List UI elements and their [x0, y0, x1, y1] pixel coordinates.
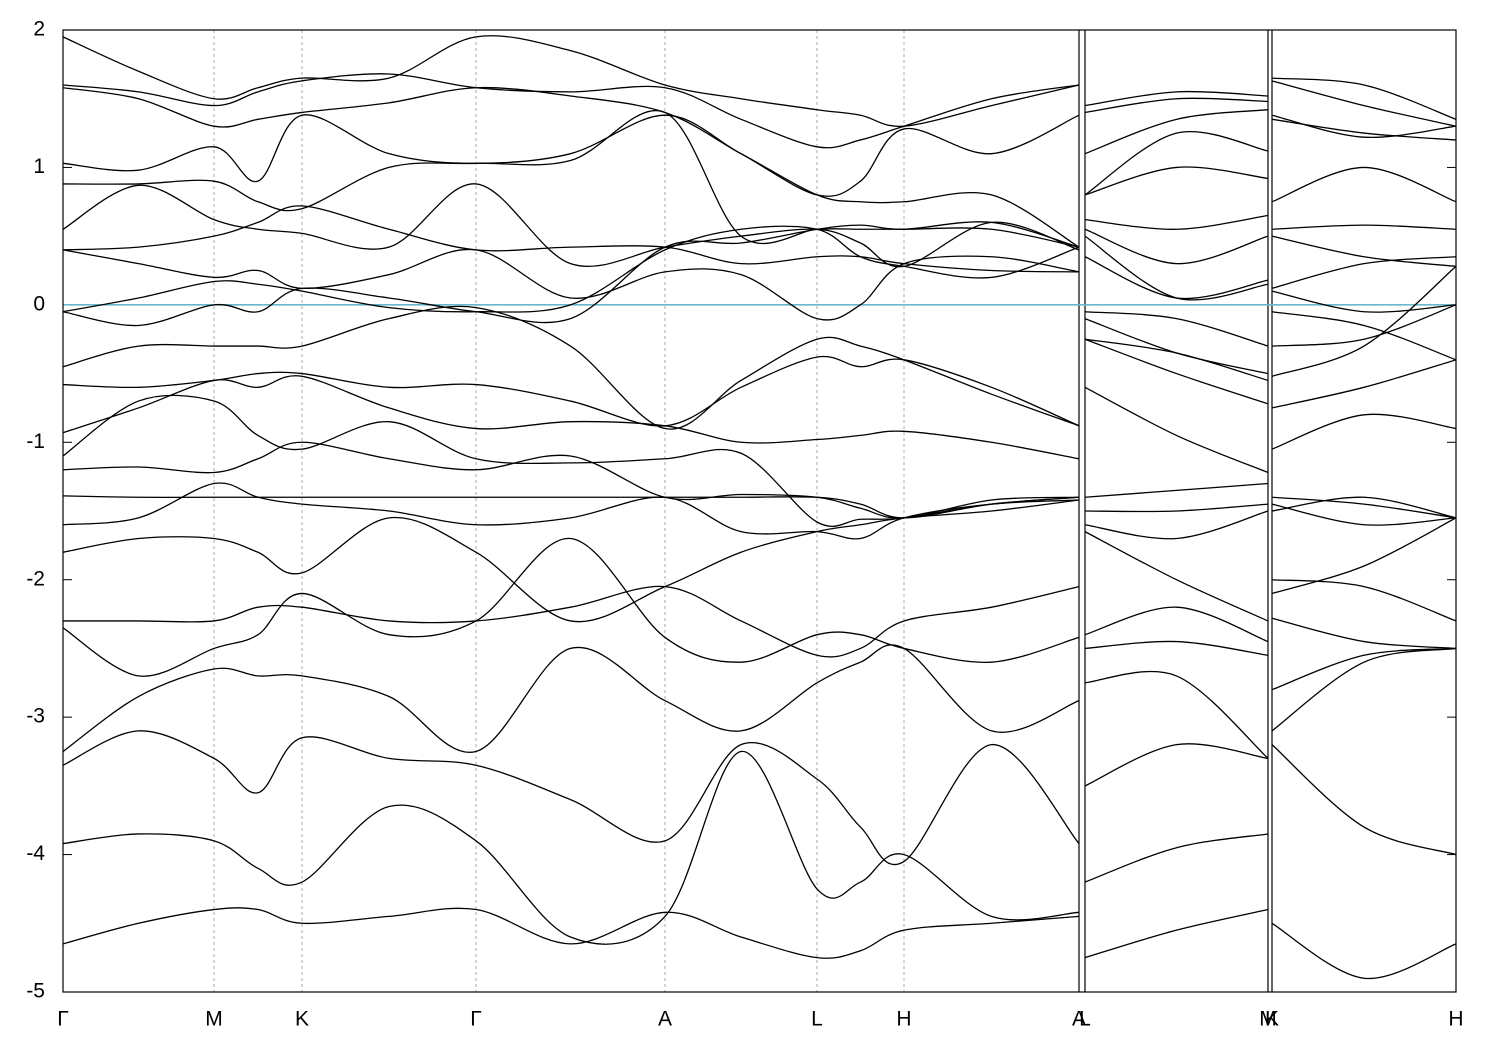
- band-line: [63, 517, 1456, 658]
- x-tick-label: H: [896, 1008, 911, 1031]
- x-tick-label: Γ: [470, 1008, 482, 1031]
- y-tick-label: 0: [33, 292, 45, 315]
- band-line: [63, 221, 1456, 361]
- x-tick-label: H: [1448, 1008, 1463, 1031]
- x-tick-label: M: [1259, 1008, 1277, 1031]
- band-line: [63, 537, 1456, 677]
- y-tick-label: -3: [26, 705, 45, 728]
- band-line: [63, 359, 1456, 474]
- y-tick-label: -4: [26, 842, 45, 865]
- x-tick-label: K: [1265, 1008, 1279, 1031]
- y-tick-label: -5: [26, 980, 45, 1003]
- y-tick-label: 2: [33, 18, 45, 41]
- band-line: [63, 35, 1456, 127]
- band-line: [63, 647, 1456, 865]
- band-line: [63, 86, 1456, 197]
- x-tick-label: M: [205, 1008, 223, 1031]
- band-line: [63, 225, 1456, 313]
- band-line: [63, 495, 1456, 526]
- band-line: [63, 114, 1456, 248]
- x-tick-label: Γ: [57, 1008, 69, 1031]
- band-line: [63, 183, 1456, 268]
- band-line: [63, 499, 1456, 623]
- y-tick-label: -1: [26, 430, 45, 453]
- x-tick-label: L: [811, 1008, 823, 1031]
- x-tick-label: A: [658, 1008, 672, 1031]
- band-line: [63, 644, 1456, 759]
- band-line: [63, 73, 1456, 149]
- x-tick-label: K: [295, 1008, 309, 1031]
- x-tick-label: A: [1072, 1008, 1086, 1031]
- band-line: [63, 205, 1456, 273]
- plot-frame: [62, 29, 1457, 993]
- x-tick-label: L: [1079, 1008, 1091, 1031]
- band-line: [63, 907, 1456, 980]
- band-line: [63, 265, 1456, 427]
- band-line: [63, 744, 1456, 945]
- y-tick-label: 1: [33, 155, 45, 178]
- band-line: [63, 482, 1456, 540]
- y-tick-label: -2: [26, 567, 45, 590]
